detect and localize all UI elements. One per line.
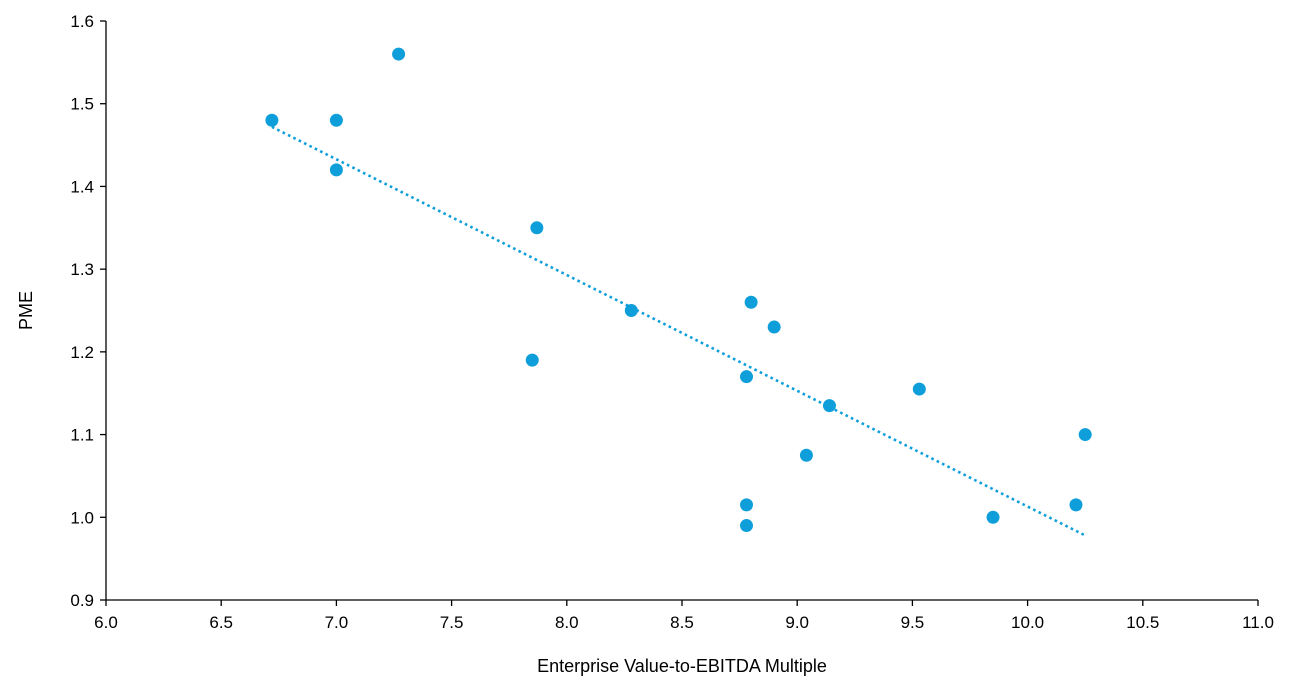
y-tick-label: 1.6 xyxy=(70,12,94,31)
data-point xyxy=(986,510,1000,524)
x-tick-label: 6.5 xyxy=(209,613,233,632)
data-point xyxy=(740,519,754,533)
data-point xyxy=(624,304,638,317)
x-tick-label: 8.0 xyxy=(555,613,579,632)
y-tick-label: 1.0 xyxy=(70,508,94,527)
x-axis-label: Enterprise Value-to-EBITDA Multiple xyxy=(537,656,827,676)
x-axis-ticks: 6.0 6.5 7.0 7.5 8.0 8.5 9.0 9.5 10.0 10.5 11.0 xyxy=(94,600,1274,632)
trendline xyxy=(271,125,1086,537)
y-tick-label: 1.3 xyxy=(70,260,94,279)
x-tick-label: 11.0 xyxy=(1242,613,1274,632)
x-tick-label: 7.0 xyxy=(325,613,349,632)
data-point xyxy=(767,320,781,334)
data-point xyxy=(530,221,544,235)
y-tick-label: 1.5 xyxy=(70,95,94,114)
data-point xyxy=(740,370,754,384)
data-points xyxy=(265,47,1092,533)
y-tick-label: 1.1 xyxy=(70,426,94,445)
data-point xyxy=(740,498,754,512)
data-point xyxy=(1069,498,1083,512)
x-tick-label: 9.0 xyxy=(785,613,809,632)
y-tick-label: 1.4 xyxy=(70,177,94,196)
x-tick-label: 6.0 xyxy=(94,613,118,632)
data-point xyxy=(1078,428,1092,442)
x-tick-label: 10.0 xyxy=(1011,613,1044,632)
data-point xyxy=(744,295,758,309)
data-point xyxy=(525,353,539,367)
x-tick-label: 9.5 xyxy=(901,613,925,632)
y-tick-label: 0.9 xyxy=(70,591,94,610)
data-point xyxy=(329,113,343,127)
data-point xyxy=(912,382,926,396)
y-axis-label: PME xyxy=(16,291,36,330)
data-point xyxy=(799,448,813,462)
x-tick-label: 7.5 xyxy=(440,613,464,632)
x-tick-label: 10.5 xyxy=(1126,613,1159,632)
y-tick-label: 1.2 xyxy=(70,343,94,362)
data-point xyxy=(265,113,279,127)
data-point xyxy=(392,47,406,61)
x-tick-label: 8.5 xyxy=(670,613,694,632)
y-axis-ticks: 0.9 1.0 1.1 1.2 1.3 1.4 1.5 1.6 xyxy=(70,12,106,610)
data-point xyxy=(822,399,836,413)
data-point xyxy=(329,163,343,177)
